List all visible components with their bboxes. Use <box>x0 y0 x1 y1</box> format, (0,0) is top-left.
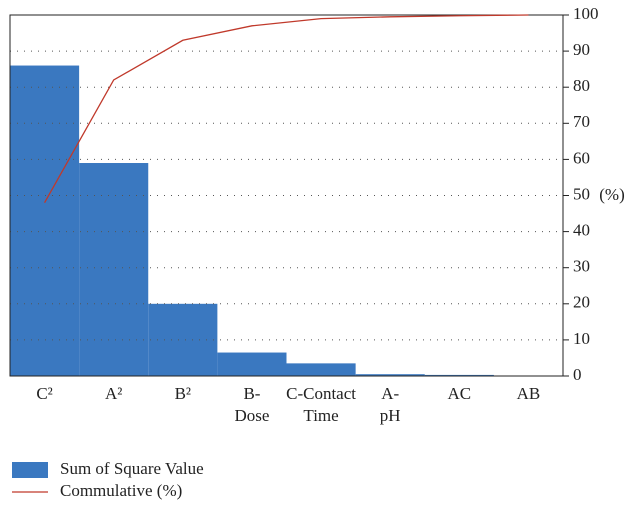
x-tick-label: B² <box>174 384 192 403</box>
y-tick-label: 30 <box>573 257 590 276</box>
bar <box>148 303 218 376</box>
y-tick-label: 20 <box>573 293 590 312</box>
cumulative-line <box>43 14 529 204</box>
y-tick-label: 100 <box>573 4 599 23</box>
y-tick-label: 80 <box>573 76 590 95</box>
x-tick-label: B- Dose <box>234 384 270 425</box>
y-tick-label: 10 <box>573 329 590 348</box>
x-tick-label: AB <box>516 384 541 403</box>
x-tick-label: A- pH <box>379 384 401 425</box>
y-tick-label: 40 <box>573 221 590 240</box>
y-tick-label: 60 <box>573 148 590 167</box>
x-tick-label: C² <box>36 384 53 403</box>
bar <box>10 65 80 376</box>
y-tick-label: 0 <box>573 365 582 384</box>
legend-swatch <box>12 462 48 478</box>
x-tick-label: A² <box>105 384 123 403</box>
bar <box>217 352 287 376</box>
bar <box>424 374 494 376</box>
bar <box>79 163 149 376</box>
x-tick-label: C-Contact Time <box>286 384 356 425</box>
y-axis-label: (%) <box>599 185 624 204</box>
plot-frame <box>9 14 564 377</box>
legend-label: Sum of Square Value <box>60 459 204 478</box>
x-tick-label: AC <box>447 384 472 403</box>
bar <box>286 363 356 376</box>
y-tick-label: 90 <box>573 40 590 59</box>
legend-label: Commulative (%) <box>60 481 182 500</box>
bar <box>355 374 425 376</box>
y-tick-label: 50 <box>573 184 590 203</box>
y-tick-label: 70 <box>573 112 590 131</box>
